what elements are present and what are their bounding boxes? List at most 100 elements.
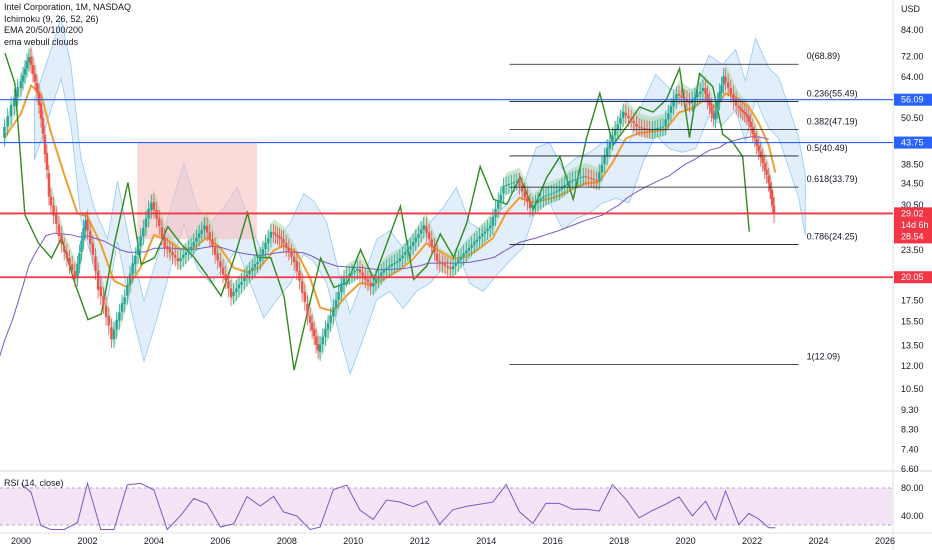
candle-body: [144, 218, 148, 228]
candle-body: [560, 187, 564, 190]
candle-body: [414, 237, 417, 242]
current-price-badge-text: 14d 6h: [901, 220, 929, 230]
candle-body: [449, 267, 452, 269]
candle-body: [403, 252, 407, 256]
candle-body: [523, 191, 526, 198]
candle-body: [163, 236, 166, 249]
candle-body: [326, 323, 330, 330]
price-tick: 84.00: [901, 25, 924, 35]
current-price-badge: [894, 207, 932, 244]
candle-body: [303, 292, 306, 302]
candles: [3, 48, 776, 361]
year-tick: 2010: [343, 536, 363, 546]
candle-body: [123, 297, 126, 304]
candle-body: [94, 256, 97, 271]
price-axis[interactable]: USD 84.00 72.00 64.00 50.50 38.50 34.50 30.50 23…: [894, 4, 932, 521]
candle-body: [372, 282, 375, 287]
candle-body: [637, 126, 641, 128]
year-tick: 2026: [875, 536, 895, 546]
candle-body: [496, 200, 500, 209]
candle-body: [767, 176, 770, 183]
candle-body: [574, 179, 577, 181]
candle-body: [243, 277, 246, 282]
candle-body: [611, 135, 614, 142]
candle-body: [465, 250, 468, 254]
candle-body: [84, 220, 87, 230]
time-axis[interactable]: 2000 2002 2004 2006 2008 2010 2012 2014 2016 2018…: [11, 536, 895, 546]
candle-body: [772, 205, 776, 215]
price-tick: 15.50: [901, 317, 924, 327]
candle-body: [205, 225, 209, 233]
candle-body: [334, 300, 338, 308]
candle-body: [393, 262, 396, 265]
candle-body: [374, 279, 378, 283]
candle-body: [52, 205, 55, 216]
fib-label: 1(12.09): [807, 352, 841, 362]
candle-body: [512, 181, 516, 184]
candle-body: [49, 196, 53, 206]
price-tick: 23.50: [901, 245, 924, 255]
candle-body: [189, 246, 193, 250]
candle-body: [584, 176, 588, 178]
candle-body: [160, 227, 164, 237]
price-line-badge-text: 20.05: [901, 272, 924, 282]
price-tick: 34.50: [901, 179, 924, 189]
candle-body: [648, 129, 651, 131]
price-line-badge-text: 43.75: [901, 138, 924, 148]
legend-ichimoku: Ichimoku (9, 26, 52, 26): [4, 13, 99, 24]
candle-body: [208, 232, 211, 239]
candle-body: [669, 106, 673, 113]
ichimoku-red-cloud: [137, 141, 257, 240]
candle-body: [68, 258, 71, 266]
year-tick: 2002: [77, 536, 97, 546]
candle-body: [184, 252, 188, 256]
year-tick: 2020: [676, 536, 696, 546]
candle-body: [356, 268, 359, 271]
candle-body: [107, 316, 110, 326]
candle-body: [358, 269, 362, 273]
candle-body: [237, 284, 241, 289]
candle-body: [544, 195, 548, 197]
candle-body: [13, 97, 16, 107]
candle-body: [292, 256, 296, 263]
candle-body: [651, 129, 654, 131]
candle-body: [78, 253, 81, 265]
candle-body: [33, 73, 37, 82]
candle-body: [324, 328, 327, 337]
candle-body: [47, 173, 51, 197]
candle-body: [539, 198, 542, 201]
candle-body: [139, 236, 142, 247]
candle-body: [150, 202, 153, 211]
candle-body: [168, 249, 172, 252]
candle-body: [683, 97, 686, 100]
candle-body: [757, 145, 760, 152]
candle-body: [253, 264, 257, 268]
candle-body: [267, 238, 270, 244]
fib-label: 0.5(40.49): [807, 143, 848, 153]
candle-body: [21, 75, 25, 82]
candle-body: [23, 68, 27, 75]
candle-body: [536, 200, 540, 204]
candle-body: [763, 163, 766, 171]
price-tick: 12.00: [901, 361, 924, 371]
candle-body: [619, 118, 622, 124]
candle-body: [528, 202, 532, 209]
candle-body: [443, 264, 447, 266]
candle-body: [80, 240, 83, 253]
candle-body: [284, 243, 288, 248]
candle-body: [515, 181, 519, 183]
candle-body: [710, 106, 713, 114]
candle-body: [441, 262, 444, 265]
candle-body: [306, 303, 309, 317]
candle-body: [82, 228, 85, 241]
candle-body: [582, 176, 585, 178]
candle-body: [86, 219, 89, 231]
candle-body: [743, 112, 746, 115]
candle-body: [598, 172, 601, 182]
candle-body: [714, 110, 717, 120]
candle-body: [63, 246, 66, 252]
candle-body: [592, 179, 596, 181]
candle-body: [526, 196, 529, 202]
year-tick: 2012: [410, 536, 430, 546]
